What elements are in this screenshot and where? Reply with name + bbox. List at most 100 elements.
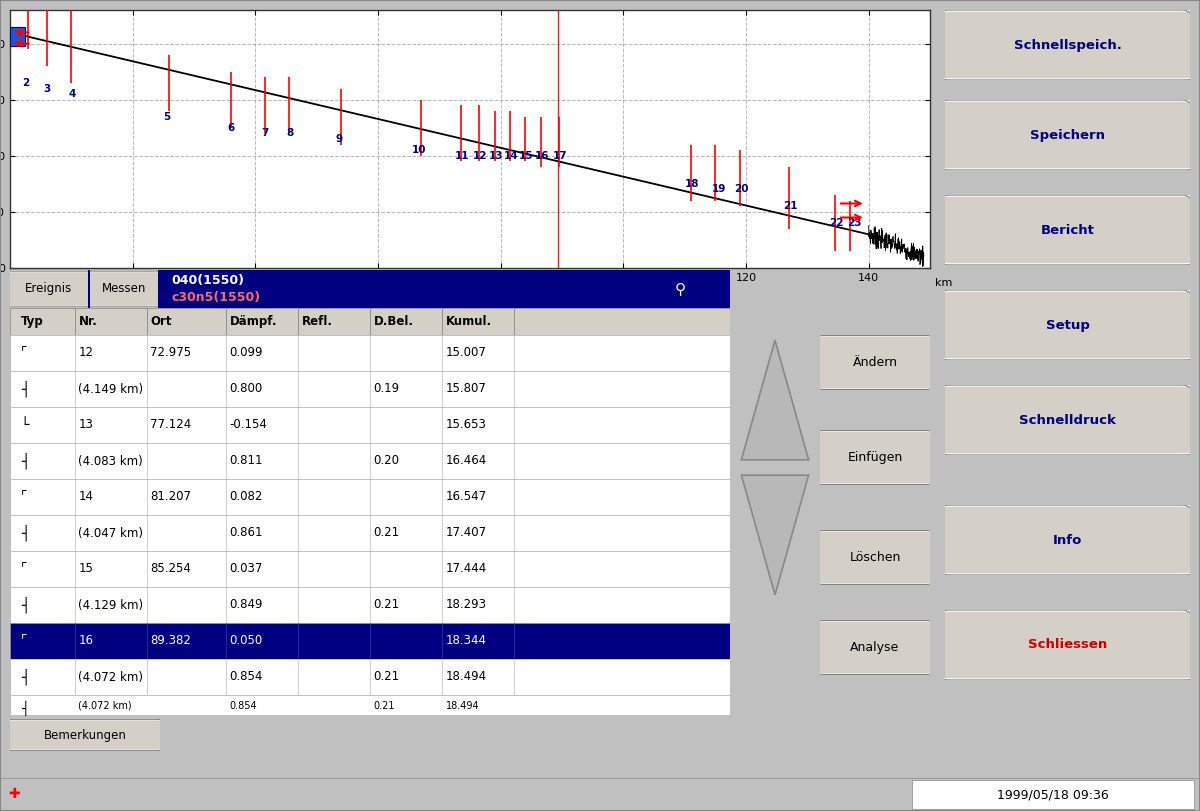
Text: 6: 6 — [228, 122, 235, 133]
Text: 0.849: 0.849 — [229, 599, 263, 611]
Text: 15.807: 15.807 — [445, 383, 486, 396]
Text: 20: 20 — [733, 184, 749, 195]
Text: 0.082: 0.082 — [229, 491, 263, 504]
Polygon shape — [742, 340, 809, 460]
Text: Info: Info — [1052, 534, 1082, 547]
FancyBboxPatch shape — [932, 290, 1200, 360]
Text: 15: 15 — [520, 151, 534, 161]
Text: 0.037: 0.037 — [229, 563, 263, 576]
Text: Analyse: Analyse — [851, 641, 900, 654]
Text: ⚲: ⚲ — [674, 281, 685, 297]
Text: ┤: ┤ — [20, 380, 29, 397]
Text: 0.20: 0.20 — [373, 454, 400, 467]
Text: 13: 13 — [488, 151, 503, 161]
Text: 0.21: 0.21 — [373, 526, 400, 539]
Text: 85.254: 85.254 — [150, 563, 191, 576]
Text: 19: 19 — [713, 184, 727, 195]
Text: 15.007: 15.007 — [445, 346, 486, 359]
FancyBboxPatch shape — [818, 530, 932, 585]
Text: 2: 2 — [23, 78, 30, 88]
FancyBboxPatch shape — [7, 271, 90, 307]
FancyBboxPatch shape — [88, 271, 160, 307]
Text: 15.653: 15.653 — [445, 418, 486, 431]
Text: 0.099: 0.099 — [229, 346, 263, 359]
Text: ⌜: ⌜ — [20, 562, 28, 576]
Bar — [10, 27, 25, 46]
Text: km: km — [935, 278, 952, 289]
Text: ⌜: ⌜ — [20, 346, 28, 360]
Text: Typ: Typ — [20, 315, 43, 328]
Text: D.Bel.: D.Bel. — [373, 315, 414, 328]
Text: ┤: ┤ — [20, 669, 29, 685]
Text: Speichern: Speichern — [1030, 128, 1105, 141]
Text: (4.072 km): (4.072 km) — [78, 701, 132, 711]
Text: Bemerkungen: Bemerkungen — [43, 728, 126, 741]
Text: 23: 23 — [847, 218, 862, 228]
Text: Löschen: Löschen — [850, 551, 901, 564]
Polygon shape — [742, 475, 809, 594]
FancyBboxPatch shape — [818, 620, 932, 675]
Text: 0.800: 0.800 — [229, 383, 263, 396]
Text: 22: 22 — [829, 218, 844, 228]
Text: 17.407: 17.407 — [445, 526, 487, 539]
Text: 16: 16 — [78, 634, 94, 647]
Text: Refl.: Refl. — [301, 315, 332, 328]
Text: Ort: Ort — [150, 315, 172, 328]
Text: ⌜: ⌜ — [20, 634, 28, 648]
Text: 17.444: 17.444 — [445, 563, 487, 576]
Text: 0.21: 0.21 — [373, 671, 400, 684]
Text: 12: 12 — [78, 346, 94, 359]
Text: Ereignis: Ereignis — [25, 281, 73, 294]
Text: 17: 17 — [553, 151, 568, 161]
Text: ✚: ✚ — [8, 787, 20, 801]
Text: 18.293: 18.293 — [445, 599, 487, 611]
Text: 18: 18 — [685, 179, 700, 189]
Text: 77.124: 77.124 — [150, 418, 192, 431]
Text: ┤: ┤ — [20, 701, 29, 716]
Bar — [912, 779, 1194, 809]
FancyBboxPatch shape — [932, 505, 1200, 575]
Text: 8: 8 — [286, 128, 293, 139]
Text: └: └ — [20, 418, 29, 432]
FancyBboxPatch shape — [6, 719, 164, 751]
Text: (4.129 km): (4.129 km) — [78, 599, 144, 611]
Text: 1999/05/18 09:36: 1999/05/18 09:36 — [996, 788, 1109, 801]
Text: Dämpf.: Dämpf. — [229, 315, 277, 328]
Text: 11: 11 — [455, 151, 469, 161]
Text: 14: 14 — [504, 151, 518, 161]
Text: 15: 15 — [78, 563, 94, 576]
Text: Einfügen: Einfügen — [847, 451, 902, 464]
Text: 18.494: 18.494 — [445, 671, 487, 684]
Text: (4.047 km): (4.047 km) — [78, 526, 144, 539]
Text: Kumul.: Kumul. — [445, 315, 492, 328]
Text: 89.382: 89.382 — [150, 634, 191, 647]
FancyBboxPatch shape — [932, 610, 1200, 680]
Text: Bericht: Bericht — [1040, 224, 1094, 237]
Text: ┤: ┤ — [20, 525, 29, 541]
Text: 18.494: 18.494 — [445, 701, 479, 711]
Text: c30n5(1550): c30n5(1550) — [172, 291, 260, 304]
Text: 0.861: 0.861 — [229, 526, 263, 539]
Text: Messen: Messen — [102, 281, 146, 294]
Text: 9: 9 — [335, 134, 342, 144]
Text: 0.050: 0.050 — [229, 634, 263, 647]
Text: 0.811: 0.811 — [229, 454, 263, 467]
Text: 16.547: 16.547 — [445, 491, 487, 504]
Text: 12: 12 — [473, 151, 487, 161]
Text: A: A — [524, 285, 533, 298]
Text: 18.344: 18.344 — [445, 634, 487, 647]
Text: Setup: Setup — [1045, 319, 1090, 332]
Text: 0.19: 0.19 — [373, 383, 400, 396]
Text: 0.21: 0.21 — [373, 599, 400, 611]
Text: Nr.: Nr. — [78, 315, 97, 328]
Text: (4.072 km): (4.072 km) — [78, 671, 144, 684]
Text: 5: 5 — [163, 112, 170, 122]
FancyBboxPatch shape — [932, 100, 1200, 170]
Text: Ändern: Ändern — [852, 356, 898, 369]
Text: 0.854: 0.854 — [229, 701, 257, 711]
Text: 81.207: 81.207 — [150, 491, 192, 504]
Text: ⌜: ⌜ — [20, 490, 28, 504]
FancyBboxPatch shape — [818, 431, 932, 484]
Text: Schnellspeich.: Schnellspeich. — [1014, 38, 1122, 52]
Text: (4.149 km): (4.149 km) — [78, 383, 144, 396]
